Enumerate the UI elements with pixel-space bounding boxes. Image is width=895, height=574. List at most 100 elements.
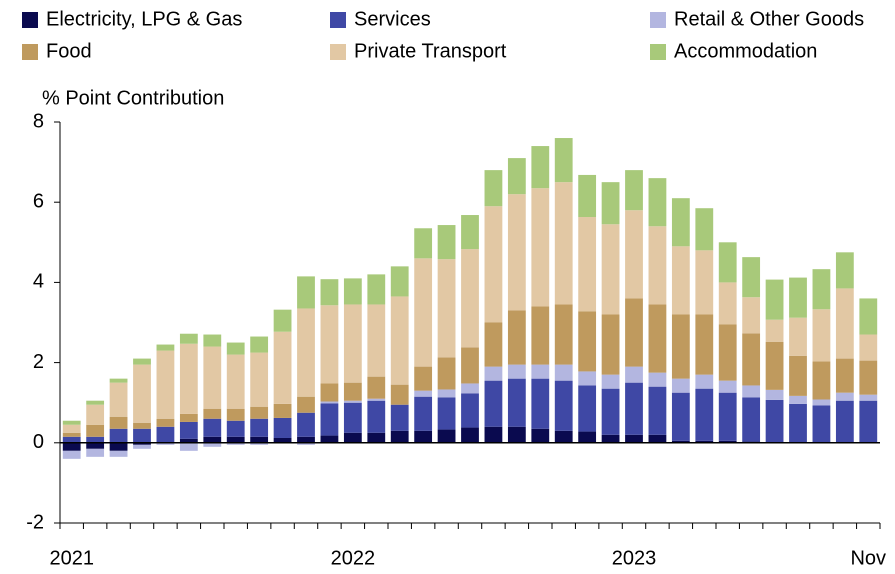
bar-segment	[812, 399, 831, 406]
bar-segment	[133, 442, 151, 445]
bar-segment	[625, 210, 643, 299]
bar-segment	[156, 344, 175, 351]
y-tick-label: 0	[33, 431, 44, 453]
legend-swatch	[22, 12, 38, 28]
bar-segment	[648, 226, 667, 305]
bar-segment	[484, 366, 503, 381]
bar-segment	[273, 437, 292, 443]
bar-segment	[156, 418, 175, 427]
bar-segment	[86, 436, 105, 443]
bar-segment	[718, 242, 737, 283]
bar-segment	[203, 334, 222, 347]
bar-segment	[601, 388, 620, 435]
bar-segment	[648, 178, 667, 227]
bar-segment	[62, 424, 81, 433]
bar-segment	[320, 435, 339, 443]
bar-segment	[367, 274, 386, 305]
legend-label: Retail & Other Goods	[674, 8, 864, 30]
bar-segment	[648, 304, 667, 373]
bar-segment	[765, 399, 784, 442]
bar-segment	[531, 188, 550, 307]
bar-segment	[461, 427, 479, 443]
bar-segment	[765, 319, 784, 342]
bar-segment	[718, 392, 737, 441]
bar-segment	[203, 442, 222, 447]
bar-segment	[765, 389, 784, 400]
legend-swatch	[650, 12, 666, 28]
bar-segment	[648, 386, 667, 435]
bar-segment	[507, 378, 526, 427]
bar-segment	[578, 431, 597, 443]
bar-segment	[484, 322, 503, 367]
bar-segment	[343, 432, 362, 443]
bar-segment	[133, 428, 151, 443]
bar-segment	[62, 420, 81, 425]
bar-segment	[437, 259, 456, 358]
bar-segment	[179, 442, 198, 451]
bar-segment	[835, 400, 854, 443]
bar-segment	[648, 434, 667, 443]
bar-segment	[742, 397, 761, 442]
bar-segment	[625, 382, 643, 435]
bar-segment	[179, 413, 198, 422]
bar-segment	[601, 224, 620, 315]
bar-segment	[531, 146, 550, 189]
bar-segment	[109, 450, 128, 457]
bar-segment	[461, 383, 479, 394]
bar-segment	[297, 396, 315, 413]
bar-segment	[554, 430, 573, 443]
bar-segment	[461, 249, 479, 348]
bar-segment	[484, 170, 503, 207]
bar-segment	[226, 342, 245, 355]
bar-segment	[226, 354, 245, 409]
bar-segment	[859, 298, 878, 335]
bar-segment	[578, 174, 597, 218]
bar-segment	[133, 364, 151, 423]
bar-segment	[414, 430, 433, 443]
bar-segment	[718, 324, 737, 381]
bar-segment	[203, 436, 222, 443]
bar-segment	[507, 426, 526, 443]
bar-segment	[343, 402, 362, 433]
bar-segment	[461, 215, 479, 250]
y-tick-label: 8	[33, 110, 44, 132]
bar-segment	[297, 412, 315, 437]
bar-segment	[414, 228, 433, 259]
bar-segment	[531, 378, 550, 429]
bar-segment	[601, 314, 620, 375]
bar-segment	[390, 266, 409, 297]
bar-segment	[507, 158, 526, 195]
bar-segment	[531, 306, 550, 365]
bar-segment	[531, 428, 550, 443]
bar-segment	[62, 432, 81, 437]
bar-segment	[203, 408, 222, 419]
bar-segment	[62, 450, 81, 459]
bar-segment	[367, 400, 386, 433]
legend-label: Services	[354, 8, 431, 30]
bar-segment	[554, 364, 573, 381]
bar-segment	[859, 400, 878, 443]
bar-segment	[648, 372, 667, 387]
bar-segment	[273, 417, 292, 438]
bar-segment	[250, 436, 269, 443]
bar-segment	[671, 198, 690, 247]
bar-segment	[718, 282, 737, 325]
bar-segment	[133, 444, 151, 449]
bar-segment	[86, 448, 105, 457]
bar-segment	[109, 442, 128, 451]
bar-segment	[695, 374, 714, 389]
bar-segment	[601, 434, 620, 443]
legend-label: Private Transport	[354, 40, 507, 62]
bar-segment	[297, 308, 315, 397]
bar-segment	[320, 401, 339, 404]
bar-segment	[343, 304, 362, 383]
bar-segment	[86, 442, 105, 449]
y-tick-label: 2	[33, 351, 44, 373]
bar-segment	[554, 138, 573, 183]
bar-segment	[226, 408, 245, 421]
bar-segment	[484, 206, 503, 323]
bar-segment	[742, 333, 761, 386]
bar-segment	[507, 364, 526, 379]
bar-segment	[812, 309, 831, 362]
bar-segment	[625, 170, 643, 211]
